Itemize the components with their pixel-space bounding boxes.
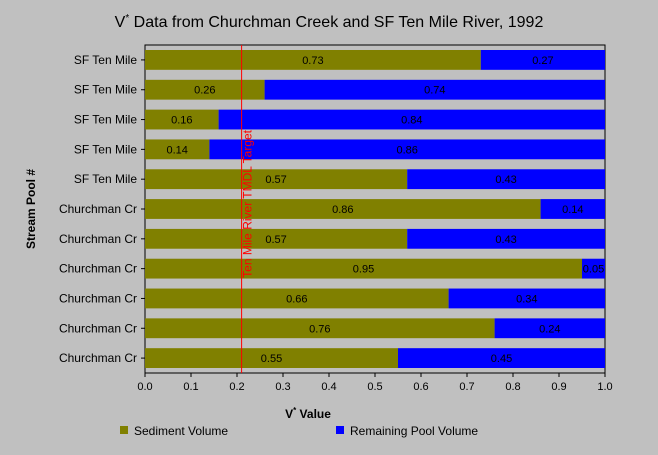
remaining-value-label-8: 0.05 (583, 264, 604, 276)
x-tick-label-0.4: 0.4 (321, 381, 336, 393)
sediment-bar-10 (145, 318, 495, 339)
remaining-value-label-10: 0.24 (539, 323, 560, 335)
sediment-bar-7 (145, 228, 408, 249)
sediment-value-label-1: 0.73 (302, 55, 323, 67)
sediment-value-label-2: 0.26 (194, 85, 215, 97)
sediment-value-label-5: 0.57 (265, 174, 286, 186)
remaining-value-label-6: 0.14 (562, 204, 583, 216)
remaining-bar-8 (582, 258, 605, 279)
legend-swatch-sediment (120, 426, 128, 434)
x-tick-label-0.6: 0.6 (413, 381, 428, 393)
remaining-bar-9 (448, 288, 605, 309)
sediment-value-label-9: 0.66 (286, 293, 307, 305)
remaining-value-label-4: 0.86 (396, 144, 417, 156)
x-tick-label-0.8: 0.8 (505, 381, 520, 393)
sediment-value-label-7: 0.57 (265, 234, 286, 246)
category-label-5: SF Ten Mile (74, 172, 137, 186)
x-tick-label-0.7: 0.7 (459, 381, 474, 393)
category-label-1: SF Ten Mile (74, 53, 137, 67)
remaining-bar-6 (540, 199, 605, 219)
remaining-value-label-11: 0.45 (491, 353, 512, 365)
remaining-bar-11 (398, 348, 605, 368)
sediment-value-label-6: 0.86 (332, 204, 353, 216)
category-label-10: Churchman Cr (59, 321, 137, 335)
sediment-bar-9 (145, 288, 449, 309)
x-axis-label: V* Value (285, 406, 331, 421)
sediment-value-label-11: 0.55 (261, 353, 282, 365)
remaining-value-label-1: 0.27 (532, 55, 553, 67)
tmdl-target-label: Ten Mile River TMDL Target (241, 129, 255, 277)
x-tick-label-0.2: 0.2 (229, 381, 244, 393)
category-label-4: SF Ten Mile (74, 142, 137, 156)
sediment-value-label-8: 0.95 (353, 264, 374, 276)
remaining-value-label-5: 0.43 (495, 174, 516, 186)
sediment-bar-11 (145, 348, 398, 368)
chart-title: V* Data from Churchman Creek and SF Ten … (115, 13, 544, 31)
x-tick-label-0.9: 0.9 (551, 381, 566, 393)
remaining-bar-7 (407, 228, 605, 249)
legend-swatch-remaining (336, 426, 344, 434)
category-label-11: Churchman Cr (59, 351, 137, 365)
remaining-value-label-2: 0.74 (424, 85, 445, 97)
remaining-bar-4 (209, 139, 605, 160)
sediment-bar-3 (145, 109, 219, 130)
remaining-bar-3 (218, 109, 605, 130)
sediment-bar-4 (145, 139, 210, 160)
remaining-value-label-9: 0.34 (516, 293, 537, 305)
category-label-7: Churchman Cr (59, 232, 137, 246)
x-tick-label-0.0: 0.0 (137, 381, 152, 393)
sediment-value-label-3: 0.16 (171, 115, 192, 127)
category-label-6: Churchman Cr (59, 202, 137, 216)
x-tick-label-1.0: 1.0 (597, 381, 612, 393)
sediment-bar-6 (145, 199, 541, 219)
remaining-bar-1 (480, 50, 605, 70)
x-tick-label-0.1: 0.1 (183, 381, 198, 393)
sediment-bar-2 (145, 79, 265, 100)
remaining-bar-2 (264, 79, 605, 100)
sediment-bar-5 (145, 169, 408, 190)
legend-label-sediment: Sediment Volume (134, 424, 228, 438)
y-axis-label: Stream Pool # (24, 169, 38, 249)
sediment-value-label-4: 0.14 (166, 144, 187, 156)
category-label-3: SF Ten Mile (74, 113, 137, 127)
x-tick-label-0.5: 0.5 (367, 381, 382, 393)
remaining-value-label-7: 0.43 (495, 234, 516, 246)
sediment-bar-1 (145, 50, 481, 70)
legend-label-remaining: Remaining Pool Volume (350, 424, 478, 438)
remaining-value-label-3: 0.84 (401, 115, 422, 127)
category-label-8: Churchman Cr (59, 262, 137, 276)
remaining-bar-5 (407, 169, 605, 190)
sediment-bar-8 (145, 258, 582, 279)
x-tick-label-0.3: 0.3 (275, 381, 290, 393)
sediment-value-label-10: 0.76 (309, 323, 330, 335)
category-label-2: SF Ten Mile (74, 83, 137, 97)
category-label-9: Churchman Cr (59, 291, 137, 305)
remaining-bar-10 (494, 318, 605, 339)
